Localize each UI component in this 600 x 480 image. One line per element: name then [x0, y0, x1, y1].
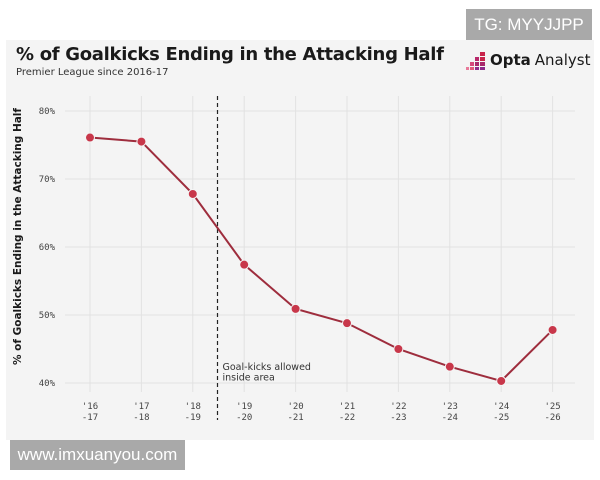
series-line [89, 136, 554, 383]
x-tick-label: -18 [133, 413, 149, 423]
data-point [290, 303, 301, 314]
watermark-bottom: www.imxuanyou.com [10, 440, 185, 470]
data-point [85, 132, 95, 143]
x-tick-label: -26 [544, 413, 560, 423]
x-tick-label: '19 [236, 402, 252, 412]
x-tick-label: -20 [236, 413, 252, 423]
x-tick-label: -22 [339, 413, 355, 423]
x-tick-label: -21 [287, 413, 303, 423]
x-tick-label: '21 [339, 402, 355, 412]
annotation-text: Goal-kicks allowed [223, 362, 311, 373]
logo-text-opta: Opta [490, 51, 531, 69]
y-tick-label: 60% [39, 243, 56, 253]
data-point [393, 344, 404, 354]
data-point [187, 188, 198, 199]
x-tick-label: '16 [82, 402, 98, 412]
annotation-text: inside area [223, 373, 275, 384]
bar-steps-logo-icon [466, 52, 485, 70]
logo-text-analyst: Analyst [534, 51, 591, 69]
x-tick-label: '17 [133, 402, 149, 412]
x-tick-label: '22 [390, 402, 406, 412]
x-tick-label: '23 [442, 402, 458, 412]
y-tick-label: 70% [39, 175, 56, 185]
opta-analyst-logo: Opta Analyst [466, 50, 590, 70]
chart-subtitle: Premier League since 2016-17 [16, 67, 169, 78]
x-tick-label: '24 [493, 402, 509, 412]
y-tick-label: 40% [39, 379, 56, 389]
watermark-top: TG: MYYJJPP [466, 9, 592, 40]
data-point [444, 361, 455, 372]
y-tick-label: 80% [39, 107, 56, 117]
chart-title: % of Goalkicks Ending in the Attacking H… [16, 44, 444, 65]
x-tick-label: '18 [185, 402, 201, 412]
data-point [136, 136, 147, 147]
x-tick-label: '20 [287, 402, 303, 412]
x-tick-label: -24 [442, 413, 458, 423]
chart-card [6, 40, 594, 440]
data-point [342, 318, 352, 329]
y-tick-label: 50% [39, 311, 56, 321]
x-tick-label: -17 [82, 413, 98, 423]
x-tick-label: -19 [185, 413, 201, 423]
data-point [547, 324, 558, 335]
data-point [239, 259, 250, 270]
x-tick-label: '25 [544, 402, 560, 412]
x-tick-label: -25 [493, 413, 509, 423]
x-tick-label: -23 [390, 413, 406, 423]
data-point [496, 375, 507, 386]
